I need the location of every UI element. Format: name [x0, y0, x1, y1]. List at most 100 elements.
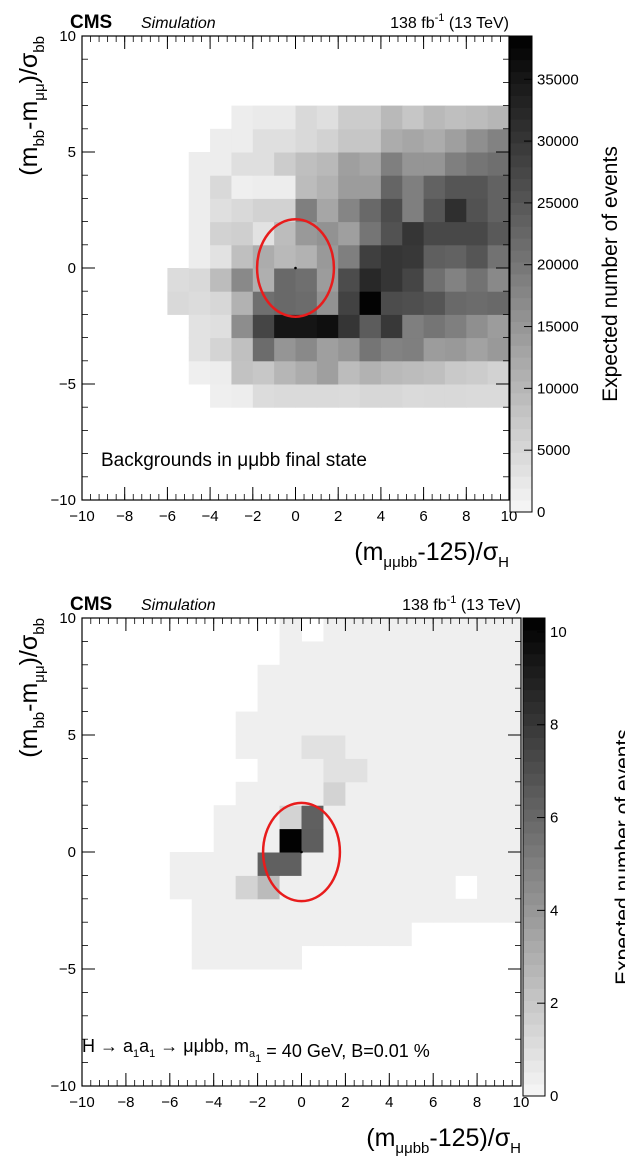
- heatmap-cell: [499, 711, 522, 736]
- heatmap-cell: [231, 175, 254, 199]
- heatmap-cell: [499, 852, 522, 876]
- heatmap-cell: [188, 291, 211, 315]
- heatmap-cell: [411, 664, 434, 689]
- x-tick-label: 10: [513, 1094, 530, 1111]
- heatmap-cell: [455, 711, 478, 736]
- signal-region-ellipse: [261, 801, 342, 903]
- heatmap-cell: [455, 781, 478, 806]
- heatmap-cell: [455, 898, 478, 923]
- heatmap-cell: [389, 618, 412, 642]
- text-part: bb: [31, 618, 48, 635]
- heatmap-cell: [423, 152, 446, 176]
- colorbar-band: [510, 95, 532, 108]
- heatmap-cell: [423, 337, 446, 362]
- heatmap-cell: [167, 268, 190, 292]
- heatmap-cell: [367, 875, 390, 900]
- heatmap-cell: [423, 221, 446, 246]
- heatmap-cell: [213, 875, 237, 900]
- heatmap-cell: [295, 337, 318, 362]
- colorbar-band: [510, 155, 532, 168]
- heatmap-cell: [316, 198, 339, 223]
- heatmap-cell: [477, 781, 500, 806]
- heatmap-cell: [402, 198, 425, 223]
- heatmap-cell: [301, 898, 324, 923]
- heatmap-cells: [169, 618, 522, 970]
- heatmap-cell: [433, 711, 456, 736]
- colorbar-band: [523, 1024, 545, 1037]
- heatmap-cell: [323, 828, 346, 853]
- heatmap-cell: [345, 664, 368, 689]
- heatmap-cell: [279, 688, 302, 713]
- heatmap-cell: [411, 828, 434, 853]
- y-axis-label-group: (mbb-mμμ)/σbb: [15, 36, 48, 176]
- heatmap-cell: [338, 152, 361, 176]
- heatmap-cell: [231, 105, 254, 130]
- heatmap-cell: [487, 384, 510, 408]
- colorbar-band: [510, 238, 532, 251]
- colorbar-band: [523, 761, 545, 774]
- heatmap-cell: [487, 128, 510, 153]
- heatmap-cell: [499, 781, 522, 806]
- heatmap-cell: [433, 664, 456, 689]
- heatmap-cell: [235, 875, 259, 900]
- heatmap-cell: [380, 221, 403, 246]
- heatmap-cell: [188, 221, 211, 246]
- heatmap-cell: [433, 688, 456, 713]
- heatmap-cell: [359, 244, 382, 269]
- heatmap-cell: [367, 922, 390, 947]
- heatmap-cell: [231, 128, 254, 153]
- colorbar-band: [510, 36, 532, 49]
- colorbar-band: [510, 166, 532, 180]
- y-axis-label-group: (mbb-mμμ)/σbb: [15, 618, 48, 758]
- x-tick-label: −8: [116, 508, 133, 525]
- colorbar: 0 2 4 6 8 10 Expected number of events: [522, 617, 625, 1105]
- heatmap-cell: [338, 360, 361, 385]
- heatmap-cell: [274, 128, 296, 153]
- colorbar-band: [523, 618, 545, 631]
- heatmap-cell: [274, 198, 296, 223]
- heatmap-cell: [274, 360, 296, 385]
- heatmap-cell: [210, 384, 232, 408]
- heatmap-cells: [167, 105, 510, 408]
- heatmap-cell: [455, 805, 478, 830]
- heatmap-cell: [423, 128, 446, 153]
- heatmap-cell: [235, 735, 259, 759]
- heatmap-cell: [359, 337, 382, 362]
- heatmap-cell: [345, 781, 368, 806]
- heatmap-cell: [359, 384, 382, 408]
- colorbar-band: [510, 131, 532, 144]
- heatmap-cell: [402, 128, 425, 153]
- heatmap-cell: [279, 641, 302, 666]
- heatmap-cell: [423, 314, 446, 339]
- heatmap-cell: [323, 758, 346, 783]
- heatmap-cell: [487, 175, 510, 199]
- heatmap-cell: [380, 337, 403, 362]
- heatmap-cell: [423, 105, 446, 130]
- text-part: 1: [255, 1053, 261, 1065]
- colorbar-band: [510, 59, 532, 73]
- heatmap-cell: [444, 244, 467, 269]
- heatmap-cell: [301, 805, 324, 830]
- heatmap-cell: [455, 735, 478, 759]
- heatmap-cell: [359, 314, 382, 339]
- heatmap-cell: [257, 781, 281, 806]
- heatmap-cell: [402, 152, 425, 176]
- heatmap-cell: [279, 922, 302, 947]
- heatmap-cell: [188, 337, 211, 362]
- y-tick-label: 0: [68, 260, 76, 277]
- heatmap-cell: [213, 828, 237, 853]
- x-tick-label: 2: [334, 508, 342, 525]
- heatmap-cell: [231, 291, 254, 315]
- heatmap-cell: [338, 128, 361, 153]
- heatmap-cell: [487, 291, 510, 315]
- heatmap-cell: [316, 152, 339, 176]
- heatmap-cell: [444, 221, 467, 246]
- heatmap-cell: [274, 244, 296, 269]
- heatmap-cell: [367, 781, 390, 806]
- heatmap-cell: [301, 735, 324, 759]
- colorbar-band: [523, 653, 545, 667]
- heatmap-cell: [389, 852, 412, 876]
- x-tick-label: −10: [69, 1094, 94, 1111]
- heatmap-cell: [191, 945, 215, 970]
